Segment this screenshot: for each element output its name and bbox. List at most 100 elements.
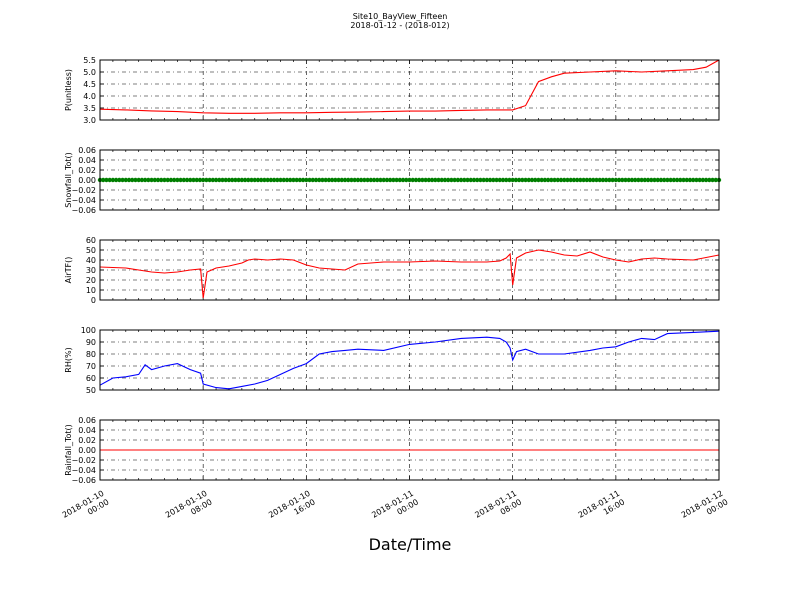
- data-point: [291, 177, 296, 183]
- data-point: [562, 177, 567, 183]
- data-point: [500, 177, 506, 183]
- data-point: [542, 177, 548, 183]
- data-point: [400, 177, 406, 183]
- data-point: [159, 177, 164, 183]
- data-point: [339, 177, 344, 183]
- data-point: [423, 177, 428, 183]
- data-point: [152, 177, 158, 183]
- data-point: [249, 177, 254, 183]
- y-tick-label: −0.06: [71, 206, 96, 215]
- data-point: [275, 177, 280, 183]
- data-point: [694, 177, 699, 183]
- y-tick-label: 5.0: [83, 68, 96, 77]
- panel-2: −0.06−0.04−0.020.000.020.040.06 Snowfall_…: [64, 146, 722, 215]
- y-tick-label: 50: [86, 246, 96, 255]
- y-tick-label: 0.00: [78, 446, 96, 455]
- data-point: [162, 177, 167, 183]
- data-point: [691, 177, 696, 183]
- data-point: [568, 177, 573, 183]
- data-point: [558, 177, 564, 183]
- y-tick-label: −0.06: [71, 476, 96, 485]
- data-point: [462, 177, 467, 183]
- data-point: [607, 177, 612, 183]
- data-point: [481, 177, 486, 183]
- data-point: [123, 177, 128, 183]
- data-point: [349, 177, 354, 183]
- data-point: [452, 177, 457, 183]
- data-point: [645, 177, 651, 183]
- chart-subtitle: 2018-01-12 - (2018-012): [350, 21, 449, 30]
- data-point: [545, 177, 551, 183]
- x-tick-label: 2018-01-1116:00: [577, 489, 627, 529]
- data-point: [442, 177, 448, 183]
- y-tick-label: 0.02: [78, 436, 96, 445]
- data-point: [394, 177, 399, 183]
- data-point: [468, 177, 473, 183]
- data-point: [426, 177, 432, 183]
- data-point: [207, 177, 212, 183]
- data-point: [513, 177, 519, 183]
- y-axis-label: RH(%): [64, 347, 73, 372]
- plot-frame: [99, 149, 720, 211]
- y-tick-label: 40: [86, 256, 96, 265]
- y-tick-label: −0.02: [71, 456, 96, 465]
- data-point: [507, 177, 512, 183]
- data-point: [355, 177, 361, 183]
- data-point: [613, 177, 619, 183]
- data-point: [358, 177, 364, 183]
- data-point: [707, 177, 712, 183]
- data-point: [342, 177, 348, 183]
- y-tick-label: 50: [86, 386, 96, 395]
- y-tick-label: 3.0: [83, 116, 96, 125]
- data-point: [375, 177, 380, 183]
- data-point: [110, 177, 116, 183]
- data-point: [233, 177, 238, 183]
- data-point: [326, 177, 332, 183]
- panel-1: 3.0 3.5 4.0 4.5 5.0 5.5 P(unitless): [64, 56, 720, 125]
- data-point: [278, 177, 283, 183]
- data-point: [584, 177, 590, 183]
- data-point: [323, 177, 328, 183]
- data-point: [591, 177, 596, 183]
- data-point: [149, 177, 154, 183]
- data-point: [610, 177, 615, 183]
- data-point: [510, 177, 515, 183]
- data-point: [594, 177, 599, 183]
- data-point: [281, 177, 286, 183]
- data-point: [242, 177, 248, 183]
- y-tick-label: 4.5: [83, 80, 96, 89]
- data-point: [713, 177, 718, 183]
- data-point: [117, 177, 122, 183]
- data-point: [597, 177, 602, 183]
- y-tick-label: 0.02: [78, 166, 96, 175]
- data-point: [107, 177, 112, 183]
- data-point: [310, 177, 315, 183]
- data-point: [703, 177, 709, 183]
- y-tick-label: 20: [86, 276, 96, 285]
- data-point: [384, 177, 390, 183]
- data-point: [678, 177, 683, 183]
- data-point: [307, 177, 312, 183]
- data-point: [665, 177, 670, 183]
- data-point: [404, 177, 409, 183]
- data-point: [294, 177, 299, 183]
- data-point: [136, 177, 141, 183]
- data-point: [652, 177, 657, 183]
- y-tick-label: 90: [86, 338, 96, 347]
- data-point: [226, 177, 232, 183]
- data-point: [684, 177, 689, 183]
- y-tick-label: −0.04: [71, 196, 96, 205]
- data-point: [197, 177, 203, 183]
- data-point: [484, 177, 490, 183]
- data-point: [165, 177, 170, 183]
- y-tick-label: 4.0: [83, 92, 96, 101]
- data-point: [475, 177, 480, 183]
- data-point: [210, 177, 216, 183]
- data-point: [352, 177, 357, 183]
- data-point: [362, 177, 367, 183]
- data-point: [313, 177, 319, 183]
- data-point: [262, 177, 267, 183]
- data-point: [142, 177, 148, 183]
- data-point: [297, 177, 303, 183]
